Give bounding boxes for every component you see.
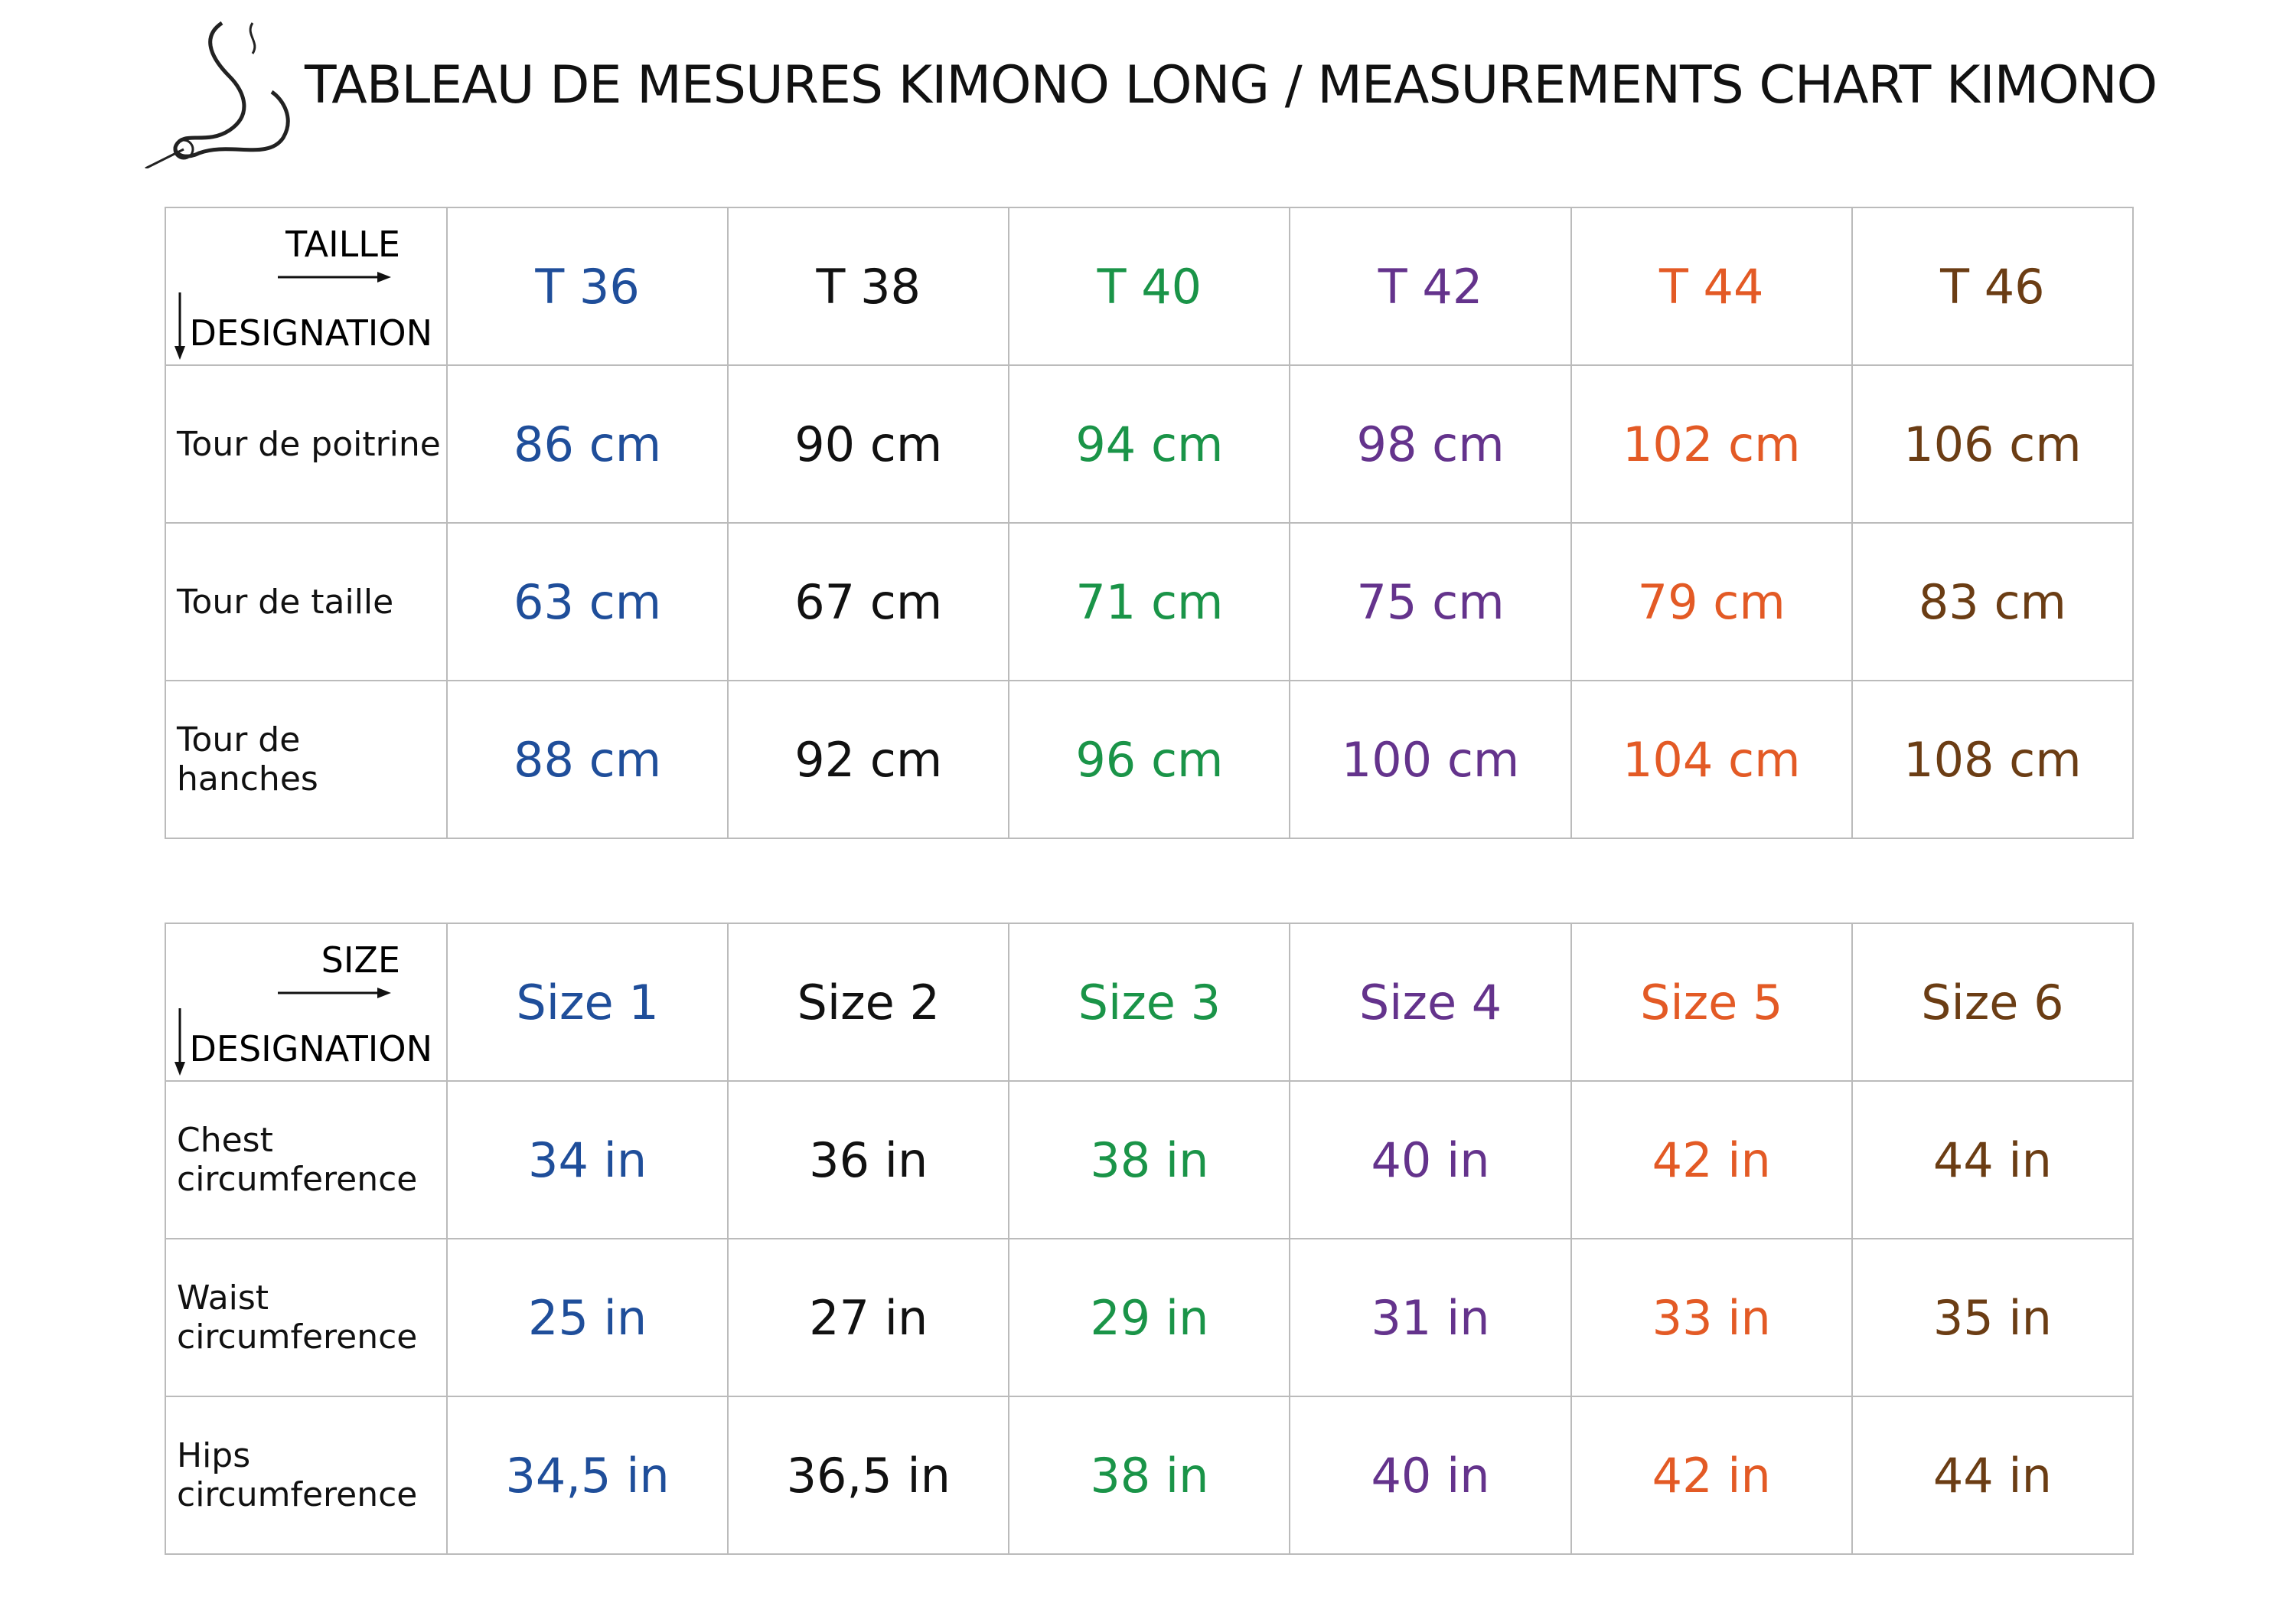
column-header: Size 6 bbox=[1851, 923, 2135, 1082]
cell: 35 in bbox=[1851, 1238, 2135, 1397]
column-header: T 40 bbox=[1008, 207, 1291, 366]
row: Tour de hanches 88 cm 92 cm 96 cm 100 cm 104 … bbox=[165, 680, 2135, 839]
cell: 25 in bbox=[445, 1238, 729, 1397]
column-header: T 42 bbox=[1289, 207, 1572, 366]
cell: 106 cm bbox=[1851, 364, 2135, 524]
logo bbox=[145, 21, 290, 168]
size-table: TAILLE DESIGNATION T 36 T 38 T 40 T 42 T 44 T 4… bbox=[165, 207, 2135, 839]
column-header: T 36 bbox=[445, 207, 729, 366]
row: Chest circumference 34 in 36 in 38 in 40 in 4… bbox=[165, 1080, 2135, 1239]
cell: 102 cm bbox=[1570, 364, 1853, 524]
corner-cell: TAILLE DESIGNATION bbox=[165, 207, 448, 366]
column-header: T 38 bbox=[727, 207, 1010, 366]
cell: 90 cm bbox=[727, 364, 1010, 524]
cell: 42 in bbox=[1570, 1396, 1853, 1555]
cell: 44 in bbox=[1851, 1080, 2135, 1239]
cell: 83 cm bbox=[1851, 522, 2135, 681]
cell: 94 cm bbox=[1008, 364, 1291, 524]
cell: 86 cm bbox=[445, 364, 729, 524]
cell: 36,5 in bbox=[727, 1396, 1010, 1555]
cell: 100 cm bbox=[1289, 680, 1572, 839]
cell: 40 in bbox=[1289, 1080, 1572, 1239]
cell: 34,5 in bbox=[445, 1396, 729, 1555]
row-label: Hips circumference bbox=[165, 1396, 448, 1555]
cell: 96 cm bbox=[1008, 680, 1291, 839]
corner-top: SIZE bbox=[321, 939, 400, 981]
header-row: TAILLE DESIGNATION T 36 T 38 T 40 T 42 T 44 T 4… bbox=[165, 207, 2135, 366]
cell: 29 in bbox=[1008, 1238, 1291, 1397]
cell: 98 cm bbox=[1289, 364, 1572, 524]
column-header: Size 3 bbox=[1008, 923, 1291, 1082]
row: Hips circumference 34,5 in 36,5 in 38 in 40 … bbox=[165, 1396, 2135, 1555]
row: Waist circumference 25 in 27 in 29 in 31 in 3… bbox=[165, 1238, 2135, 1397]
cell: 33 in bbox=[1570, 1238, 1853, 1397]
column-header: Size 5 bbox=[1570, 923, 1853, 1082]
cell: 88 cm bbox=[445, 680, 729, 839]
corner-bottom: DESIGNATION bbox=[189, 312, 433, 354]
cell: 92 cm bbox=[727, 680, 1010, 839]
column-header: Size 2 bbox=[727, 923, 1010, 1082]
cell: 79 cm bbox=[1570, 522, 1853, 681]
cell: 38 in bbox=[1008, 1396, 1291, 1555]
cell: 31 in bbox=[1289, 1238, 1572, 1397]
cell: 71 cm bbox=[1008, 522, 1291, 681]
row: Tour de taille 63 cm 67 cm 71 cm 75 cm 79 cm 8… bbox=[165, 522, 2135, 681]
cell: 44 in bbox=[1851, 1396, 2135, 1555]
column-header: T 46 bbox=[1851, 207, 2135, 366]
cell: 27 in bbox=[727, 1238, 1010, 1397]
column-header: Size 1 bbox=[445, 923, 729, 1082]
row-label: Tour de hanches bbox=[165, 680, 448, 839]
row-label: Tour de taille bbox=[165, 522, 448, 681]
column-header: Size 4 bbox=[1289, 923, 1572, 1082]
cell: 108 cm bbox=[1851, 680, 2135, 839]
title: TABLEAU DE MESURES KIMONO LONG / MEASURE… bbox=[305, 55, 2157, 116]
cell: 75 cm bbox=[1289, 522, 1572, 681]
cell: 42 in bbox=[1570, 1080, 1853, 1239]
cell: 104 cm bbox=[1570, 680, 1853, 839]
cell: 40 in bbox=[1289, 1396, 1572, 1555]
cell: 63 cm bbox=[445, 522, 729, 681]
corner-bottom: DESIGNATION bbox=[189, 1028, 433, 1069]
cell: 67 cm bbox=[727, 522, 1010, 681]
cell: 34 in bbox=[445, 1080, 729, 1239]
corner-top: TAILLE bbox=[285, 224, 400, 265]
cell: 36 in bbox=[727, 1080, 1010, 1239]
row-label: Chest circumference bbox=[165, 1080, 448, 1239]
row-label: Tour de poitrine bbox=[165, 364, 448, 524]
row-label: Waist circumference bbox=[165, 1238, 448, 1397]
row: Tour de poitrine 86 cm 90 cm 94 cm 98 cm 102 … bbox=[165, 364, 2135, 524]
cell: 38 in bbox=[1008, 1080, 1291, 1239]
column-header: T 44 bbox=[1570, 207, 1853, 366]
corner-cell: SIZE DESIGNATION bbox=[165, 923, 448, 1082]
